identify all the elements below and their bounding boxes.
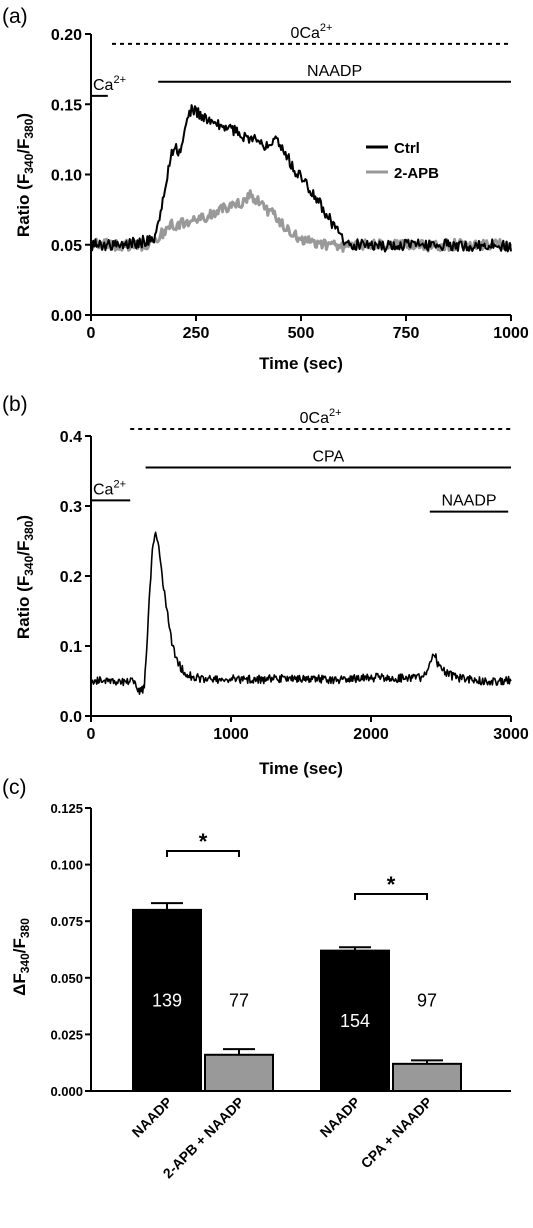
a-series-ctrl: [90, 104, 512, 253]
b-x-axis-title: Time (sec): [259, 759, 343, 778]
a-treatment-bars: 0Ca2+ NAADP Ca2+: [91, 22, 511, 97]
a-x-tick-label: 250: [183, 325, 210, 342]
a-y-tick-label: 0.05: [51, 238, 82, 255]
b-bar-label-2: Ca2+: [93, 478, 126, 498]
b-x-tick-label: 3000: [493, 726, 529, 743]
b-x-tick-label: 1000: [213, 726, 249, 743]
a-bar-label-1: NAADP: [307, 63, 362, 80]
a-x-tick-label: 750: [393, 325, 420, 342]
b-y-tick-label: 0.2: [60, 569, 82, 586]
c-count-label-0: 139: [152, 990, 182, 1010]
c-y-tick-label: 0.025: [50, 1027, 83, 1042]
c-count-label-3: 97: [417, 990, 437, 1010]
b-y-tick-label: 0.1: [60, 639, 82, 656]
b-bar-label-3: NAADP: [441, 493, 496, 510]
a-legend-label-ctrl: Ctrl: [394, 140, 420, 157]
c-bar-2: [320, 949, 390, 1093]
b-bar-label-1: CPA: [312, 449, 344, 466]
b-y-tick-label: 0.0: [60, 709, 82, 726]
c-y-tick-label: 0.000: [50, 1084, 83, 1099]
b-trace-line-main: [90, 531, 512, 696]
c-bar-3: [392, 1062, 462, 1093]
c-bar-1: [204, 1053, 274, 1092]
c-sig-bracket-0: [166, 850, 240, 858]
a-legend-label-2apb: 2-APB: [394, 165, 439, 182]
panel-c-label: (c): [2, 776, 27, 799]
a-x-tick-label: 0: [87, 325, 96, 342]
c-category-label-0: NAADP: [129, 1094, 176, 1141]
a-bar-label-2: Ca2+: [93, 74, 126, 94]
c-y-tick-label: 0.050: [50, 971, 83, 986]
c-axes: 0.000 0.025 0.050 0.075 0.100 0.125: [50, 801, 511, 1099]
b-axes: 0.0 0.1 0.2 0.3 0.4 0 1000 2000 3000: [60, 429, 529, 743]
c-category-label-3: CPA + NAADP: [358, 1094, 436, 1172]
a-bar-label-0: 0Ca2+: [291, 22, 333, 42]
c-y-tick-label: 0.100: [50, 858, 83, 873]
a-x-tick-label: 500: [288, 325, 315, 342]
c-sig-star-1: *: [387, 872, 396, 897]
a-x-axis-title: Time (sec): [259, 354, 343, 373]
b-treatment-bars: 0Ca2+ CPA Ca2+ NAADP: [91, 407, 511, 513]
panel-c: (c) 0.000 0.025 0.050 0.075 0.100 0.125 139 77…: [2, 776, 511, 1181]
b-x-tick-label: 0: [87, 726, 96, 743]
c-sig-bracket-1: [354, 893, 428, 901]
panel-b: (b) 0.0 0.1 0.2 0.3 0.4 0 1000 2000 3000 0Ca2+ CP…: [2, 393, 529, 778]
a-axes: 0.00 0.05 0.10 0.15 0.20 0 250 500 750 1000: [51, 27, 529, 342]
b-x-tick-label: 2000: [353, 726, 389, 743]
c-category-label-2: NAADP: [317, 1094, 364, 1141]
b-y-tick-label: 0.3: [60, 499, 82, 516]
a-legend: Ctrl 2-APB: [366, 140, 439, 182]
panel-a: (a) 0.00 0.05 0.10 0.15 0.20 0 250 500 750 1000 0…: [2, 5, 529, 373]
a-y-tick-label: 0.20: [51, 27, 82, 44]
a-y-axis-title: Ratio (F340/F380): [14, 113, 36, 237]
a-y-tick-label: 0.10: [51, 168, 82, 185]
a-trace-line-ctrl: [90, 104, 512, 253]
c-y-tick-label: 0.125: [50, 801, 83, 816]
b-series-trace: [90, 531, 512, 696]
a-y-tick-label: 0.15: [51, 97, 82, 114]
c-count-label-2: 154: [340, 1011, 370, 1031]
c-y-axis-title: ΔF340/F380: [10, 918, 32, 996]
b-y-axis-title: Ratio (F340/F380): [14, 515, 36, 639]
c-significance: **: [166, 829, 428, 901]
panel-b-label: (b): [2, 393, 28, 416]
c-y-tick-label: 0.075: [50, 914, 83, 929]
a-y-tick-label: 0.00: [51, 308, 82, 325]
a-x-tick-label: 1000: [493, 325, 529, 342]
c-count-label-1: 77: [229, 990, 249, 1010]
c-sig-star-0: *: [199, 829, 208, 854]
c-bars: 139 77 154 97: [132, 902, 462, 1093]
c-bar-0: [132, 908, 202, 1092]
b-bar-label-0: 0Ca2+: [300, 407, 342, 427]
b-y-tick-label: 0.4: [60, 429, 82, 446]
panel-a-label: (a): [2, 5, 28, 28]
